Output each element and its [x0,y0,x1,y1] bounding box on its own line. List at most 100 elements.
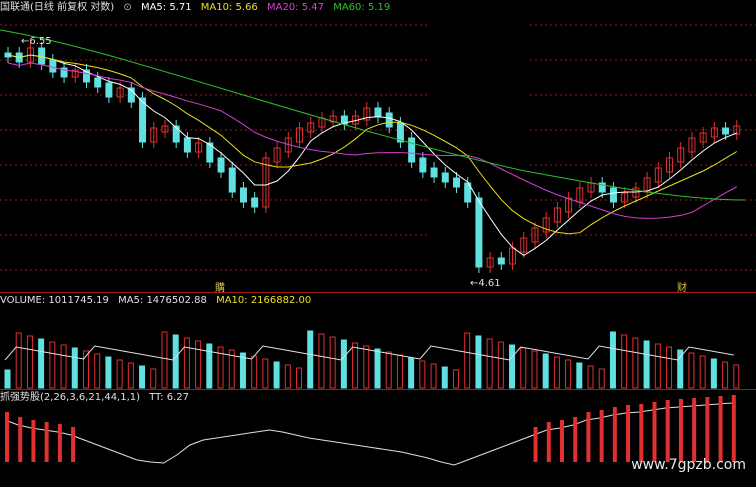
volume-bar [161,331,168,389]
volume-panel-header: VOLUME: 1011745.19 MA5: 1476502.88 MA10:… [0,294,317,307]
ma20-label: MA20: 5.47 [266,2,324,13]
volume-bar [408,357,415,389]
candle-body [296,127,304,143]
event-marker-2[interactable]: 财 [677,283,687,294]
volume-bar [116,359,123,389]
volume-bar [284,364,291,389]
low-price-marker: ←4.61 [470,278,501,289]
candle-body [486,257,494,268]
volume-bar [621,334,628,389]
volume-bar [598,368,605,389]
indicator-bar [44,422,49,462]
volume-bar [183,337,190,389]
indicator-bar [71,427,76,462]
indicator-bar [626,405,631,462]
high-price-marker: ←6.55 [21,36,52,47]
volume-bar [531,350,538,389]
candle-body [385,112,393,128]
candle-body [206,142,214,163]
volume-ma-line [4,345,734,361]
candle-body [688,137,696,153]
indicator-bar [705,397,710,462]
candle-body [441,172,449,183]
candle-body [677,147,685,163]
indicator-bar [639,404,644,462]
indicator-name: 抓强势股(2,26,3,6,21,44,1,1) [0,392,141,403]
volume-bar [340,339,347,389]
candle-body [497,257,505,265]
volume-bar [71,347,78,389]
volume-bar [307,330,314,389]
candle-body [396,122,404,143]
volume-bar [26,335,33,389]
volume-bar [497,341,504,389]
candle-body [520,237,528,253]
candle-body [94,77,102,88]
candle-body [329,115,337,123]
indicator-bar [731,395,736,462]
indicator-bar [665,400,670,462]
candle-body [419,157,427,173]
main-chart-header: 国联通(日线 前复权 对数) ⊙ MA5: 5.71 MA10: 5.66 MA… [0,1,396,14]
volume-ma10-label: MA10: 2166882.00 [216,295,312,306]
candle-body [666,157,674,173]
candle-body [161,125,169,133]
volume-bar [217,346,224,389]
volume-bar [643,340,650,389]
candle-body [722,127,730,135]
event-marker-1[interactable]: 購 [215,283,225,294]
volume-bar [273,361,280,389]
candle-body [71,69,79,78]
volume-bar [363,345,370,389]
indicator-bar [692,398,697,462]
ma60-line [0,29,746,201]
candle-body [82,69,90,83]
candle-body [374,107,382,118]
volume-bar [172,334,179,389]
volume-bar [38,338,45,389]
volume-bar [206,343,213,389]
candle-body [542,217,550,233]
watermark: www.7gpzb.com [631,457,746,473]
candle-body [195,142,203,153]
volume-bar [486,338,493,389]
candle-body [598,182,606,193]
volume-bar [94,353,101,389]
volume-bar [666,346,673,389]
volume-bar [396,354,403,389]
indicator-bar [652,402,657,462]
volume-bar [475,335,482,389]
volume-label: VOLUME: 1011745.19 [0,295,109,306]
candle-body [60,67,68,78]
volume-bar [722,361,729,389]
candle-body [228,167,236,193]
indicator-bar [533,427,538,462]
indicator-panel-header: 抓强势股(2,26,3,6,21,44,1,1) TT: 6.27 [0,391,195,404]
stock-name: 国联通(日线 前复权 对数) [0,2,115,13]
candle-body [408,137,416,163]
candle-body [464,182,472,203]
volume-bar [452,369,459,389]
volume-ma5-label: MA5: 1476502.88 [118,295,207,306]
ma5-label: MA5: 5.71 [140,2,192,13]
candle-body [150,127,158,143]
volume-bar [542,353,549,389]
candle-body [699,132,707,143]
candle-body [565,197,573,213]
volume-bar [239,352,246,389]
candle-body [621,192,629,203]
indicator-bar [546,422,551,462]
volume-bar [374,348,381,389]
indicator-bar [560,420,564,462]
volume-bar [699,355,706,389]
panel-divider-indicator [0,389,756,390]
volume-bar [733,364,740,389]
candle-body [430,167,438,178]
candle-body [183,137,191,153]
candle-body [239,187,247,203]
settings-icon[interactable]: ⊙ [123,2,132,13]
candle-body [475,197,483,268]
volume-bar [127,362,134,389]
volume-bar [4,369,11,389]
